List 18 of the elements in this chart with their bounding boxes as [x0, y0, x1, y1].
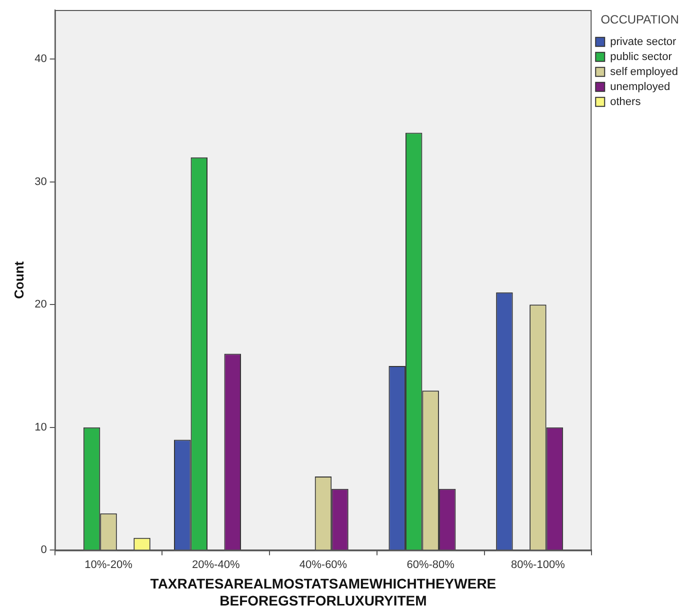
x-tick-label: 10%-20%: [84, 558, 133, 571]
y-axis-title: Count: [11, 260, 26, 299]
legend-label: private sector: [610, 36, 676, 48]
y-tick-label: 40: [34, 53, 47, 66]
x-tick-label: 60%-80%: [406, 558, 455, 571]
y-tick-label: 30: [34, 176, 47, 188]
y-tick-label: 20: [34, 298, 47, 311]
x-tick-label: 20%-40%: [192, 558, 240, 571]
legend-label: unemployed: [610, 80, 670, 93]
legend-label: others: [610, 96, 642, 108]
x-tick-label: 40%-60%: [299, 558, 348, 571]
x-axis-title: TAXRATESAREALMOSTATSAMEWHICHTHEYWERE BEFOREGSTFORLUXURYITEM: [150, 576, 496, 608]
y-tick-label: 10: [34, 421, 47, 434]
y-tick-label: 0: [40, 544, 47, 556]
x-tick-label: 80%-100%: [511, 558, 566, 571]
legend-title: OCCUPATION: [600, 12, 679, 26]
legend-label: public sector: [610, 50, 672, 63]
legend-label: self employed: [610, 66, 678, 78]
